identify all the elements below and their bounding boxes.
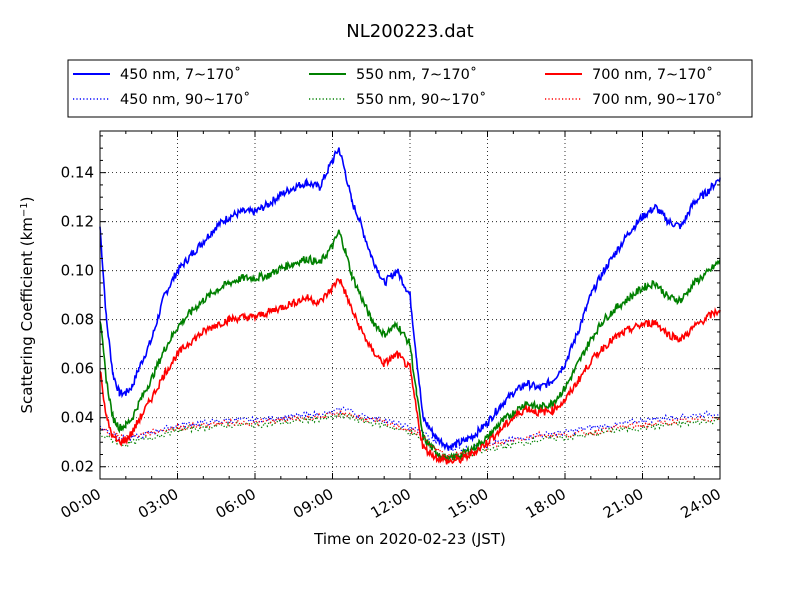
- y-axis-label: Scattering Coefficient (km−1): [18, 196, 36, 413]
- ticks: [99, 131, 721, 479]
- y-tick-label: 0.06: [61, 360, 94, 378]
- series-line-5: [99, 410, 721, 462]
- y-axis-label-exponent: −1: [19, 202, 30, 217]
- y-tick-label: 0.12: [61, 213, 94, 231]
- x-tick-label: 00:00: [58, 485, 104, 522]
- legend-label: 700 nm, 7∼170˚: [592, 66, 713, 83]
- legend-label: 450 nm, 90∼170˚: [120, 91, 250, 108]
- series-line-4: [99, 278, 721, 465]
- y-axis-label-close: ): [18, 196, 36, 202]
- y-tick-label: 0.02: [61, 458, 94, 476]
- legend-frame: [67, 59, 753, 118]
- legend-label: 550 nm, 90∼170˚: [356, 91, 486, 108]
- series-line-0: [99, 147, 721, 451]
- series-line-2: [99, 229, 721, 464]
- y-tick-label: 0.04: [61, 409, 94, 427]
- series-group: [99, 147, 721, 465]
- x-tick-labels: 00:00 03:00 06:00 09:00 12:00 15:00 18:00 21:00…: [58, 485, 724, 522]
- y-tick-label: 0.14: [61, 164, 94, 182]
- y-axis-label-main: Scattering Coefficient (km: [18, 217, 36, 413]
- y-tick-label: 0.08: [61, 311, 94, 329]
- legend-label: 450 nm, 7∼170˚: [120, 66, 241, 83]
- x-tick-label: 21:00: [600, 485, 646, 522]
- y-tick-labels: 0.02 0.04 0.06 0.08 0.10 0.12 0.14: [61, 164, 94, 476]
- x-tick-label: 18:00: [523, 485, 569, 522]
- x-tick-label: 09:00: [290, 485, 336, 522]
- x-tick-label: 15:00: [445, 485, 491, 522]
- grid: [100, 131, 720, 479]
- x-tick-label: 03:00: [135, 485, 181, 522]
- legend: 450 nm, 7∼170˚ 450 nm, 90∼170˚ 550 nm, 7∼1…: [67, 59, 753, 118]
- x-tick-label: 12:00: [368, 485, 414, 522]
- x-tick-label: 24:00: [678, 485, 724, 522]
- chart-title: NL200223.dat: [346, 21, 473, 42]
- series-line-3: [99, 412, 721, 464]
- legend-label: 550 nm, 7∼170˚: [356, 66, 477, 83]
- x-axis-label: Time on 2020-02-23 (JST): [313, 530, 506, 548]
- y-tick-label: 0.10: [61, 262, 94, 280]
- x-tick-label: 06:00: [213, 485, 259, 522]
- legend-label: 700 nm, 90∼170˚: [592, 91, 722, 108]
